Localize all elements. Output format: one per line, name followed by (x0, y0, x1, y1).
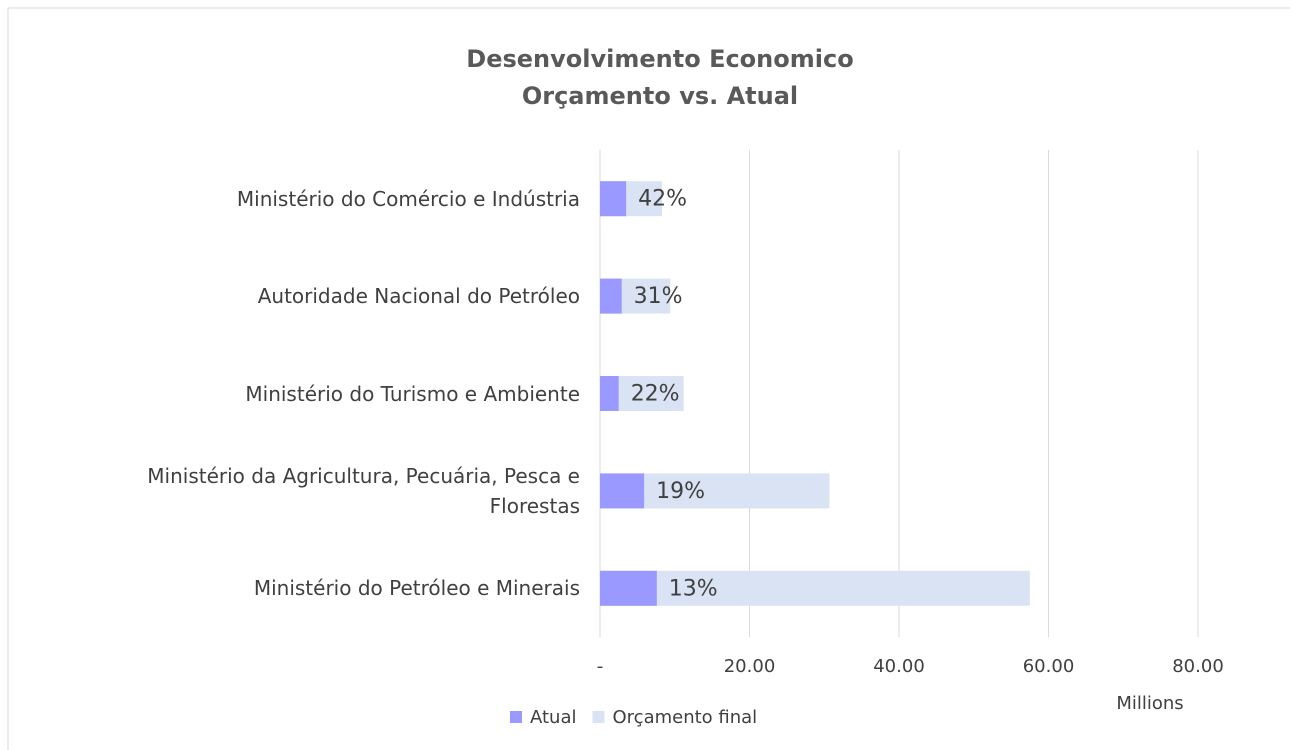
bar (600, 181, 627, 217)
chart-subtitle: Orçamento vs. Atual (522, 82, 798, 110)
data-label: 42% (638, 187, 687, 212)
y-tick-label: Ministério do Turismo e Ambiente (245, 381, 580, 406)
x-tick-label: 80.00 (1172, 656, 1224, 677)
data-label: 31% (634, 284, 683, 309)
y-tick-label: Ministério do Petróleo e Minerais (253, 576, 580, 601)
x-tick-label: 60.00 (1023, 656, 1075, 677)
data-label: 22% (631, 382, 680, 407)
x-tick-label: 20.00 (724, 656, 776, 677)
legend-swatch (510, 711, 522, 723)
x-unit-label: Millions (1116, 693, 1183, 714)
legend-swatch (592, 711, 605, 723)
y-tick-label: Autoridade Nacional do Petróleo (257, 284, 580, 309)
data-label: 19% (656, 479, 705, 504)
legend-label: Atual (530, 707, 577, 728)
x-tick-label: - (597, 656, 604, 677)
bar (600, 570, 657, 606)
bar (600, 278, 622, 314)
y-tick-label: Ministério da Agricultura, Pecuária, Pes… (147, 463, 580, 518)
chart-title: Desenvolvimento Economico (466, 45, 853, 73)
bar (600, 570, 1030, 606)
legend-label: Orçamento final (613, 707, 758, 728)
bar (600, 376, 619, 411)
data-label: 13% (669, 576, 718, 601)
bar (600, 473, 645, 509)
x-tick-label: 40.00 (873, 656, 925, 677)
y-tick-label: Ministério do Comércio e Indústria (236, 186, 580, 211)
